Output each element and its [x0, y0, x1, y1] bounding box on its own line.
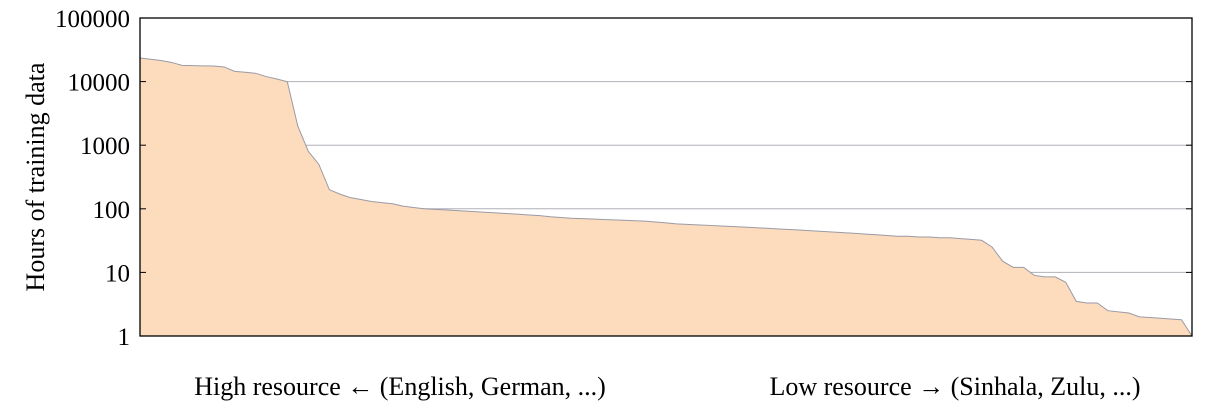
y-tick-label: 10: [105, 260, 130, 287]
y-tick-label: 1: [118, 324, 131, 351]
area-series: [140, 58, 1192, 336]
y-tick-label: 100000: [55, 6, 130, 33]
y-tick-label: 10000: [68, 70, 131, 97]
y-tick-label: 1000: [80, 133, 130, 160]
y-axis-ticks: 1 10 100 1000 10000 100000: [55, 6, 1192, 351]
y-axis-label: Hours of training data: [21, 62, 50, 291]
area-series-line: [139, 57, 1193, 337]
x-caption-high-resource: High resource ← (English, German, ...): [194, 372, 606, 401]
plot-frame: [139, 17, 1193, 337]
x-caption-low-resource: Low resource → (Sinhala, Zulu, ...): [769, 372, 1140, 401]
y-tick-label: 100: [93, 197, 131, 224]
